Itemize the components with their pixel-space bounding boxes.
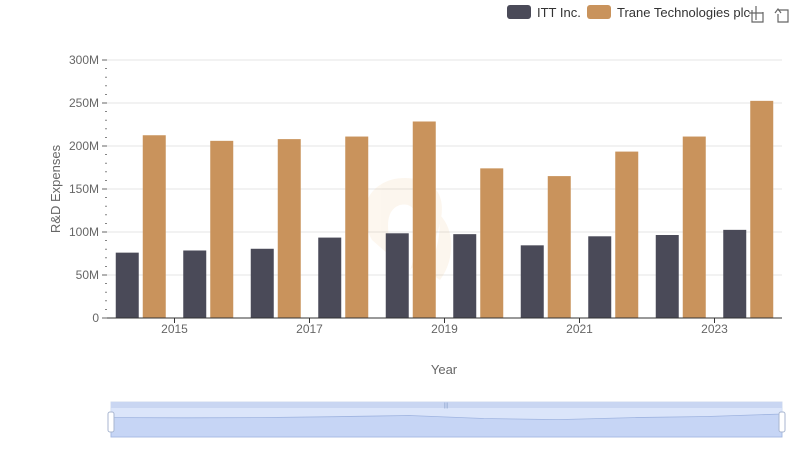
- bar-itt-2014[interactable]: [115, 252, 139, 318]
- x-tick-label: 2015: [161, 322, 188, 336]
- y-tick-label: 150M: [69, 182, 99, 196]
- x-tick-label: 2017: [296, 322, 323, 336]
- zoom-reset-icon[interactable]: [774, 8, 789, 23]
- legend-swatch-itt: [507, 5, 531, 19]
- bar-trane-2015[interactable]: [210, 140, 234, 318]
- legend-label-itt: ITT Inc.: [537, 5, 581, 20]
- bars: [115, 100, 774, 319]
- legend-item-itt[interactable]: ITT Inc.: [507, 5, 581, 20]
- bar-trane-2022[interactable]: [682, 136, 706, 318]
- bar-itt-2019[interactable]: [453, 234, 477, 318]
- legend-swatch-trane: [587, 5, 611, 19]
- bar-trane-2021[interactable]: [615, 151, 639, 318]
- bar-itt-2016[interactable]: [250, 248, 274, 318]
- zoom-preview-area: [110, 413, 783, 438]
- bar-itt-2015[interactable]: [183, 250, 207, 318]
- zoom-grip[interactable]: |||: [444, 403, 449, 409]
- x-tick-label: 2019: [431, 322, 458, 336]
- zoom-top-bar[interactable]: [111, 402, 782, 408]
- bar-itt-2020[interactable]: [520, 245, 544, 318]
- bar-itt-2018[interactable]: [385, 233, 409, 318]
- legend: ITT Inc. Trane Technologies plc: [507, 5, 750, 20]
- y-tick-label: 300M: [69, 53, 99, 67]
- bar-trane-2023[interactable]: [750, 100, 774, 318]
- zoom-select-icon[interactable]: [749, 6, 764, 23]
- data-zoom-slider[interactable]: |||: [107, 401, 786, 438]
- legend-label-trane: Trane Technologies plc: [617, 5, 750, 20]
- x-tick-label: 2023: [701, 322, 728, 336]
- bar-itt-2022[interactable]: [655, 235, 679, 318]
- x-axis-title: Year: [431, 362, 458, 377]
- bar-itt-2023[interactable]: [723, 229, 747, 318]
- y-tick-label: 50M: [76, 268, 99, 282]
- legend-item-trane[interactable]: Trane Technologies plc: [587, 5, 750, 20]
- y-axis: 0 50M 100M 150M 200M 250M 300M: [69, 53, 107, 325]
- zoom-handle-left[interactable]: [107, 411, 115, 433]
- y-tick-label: 250M: [69, 96, 99, 110]
- bar-trane-2017[interactable]: [345, 136, 369, 318]
- bar-itt-2017[interactable]: [318, 237, 342, 318]
- x-axis: 2015 2017 2019 2021 2023: [161, 318, 728, 336]
- bar-trane-2018[interactable]: [412, 121, 436, 319]
- y-axis-title: R&D Expenses: [48, 144, 63, 233]
- y-tick-label: 200M: [69, 139, 99, 153]
- bar-trane-2016[interactable]: [277, 139, 301, 318]
- y-tick-label: 0: [92, 311, 99, 325]
- bar-trane-2020[interactable]: [547, 176, 571, 318]
- bar-trane-2019[interactable]: [480, 168, 504, 318]
- zoom-handle-right[interactable]: [778, 411, 786, 433]
- bar-itt-2021[interactable]: [588, 236, 612, 318]
- y-tick-label: 100M: [69, 225, 99, 239]
- x-tick-label: 2021: [566, 322, 593, 336]
- bar-trane-2014[interactable]: [142, 135, 166, 318]
